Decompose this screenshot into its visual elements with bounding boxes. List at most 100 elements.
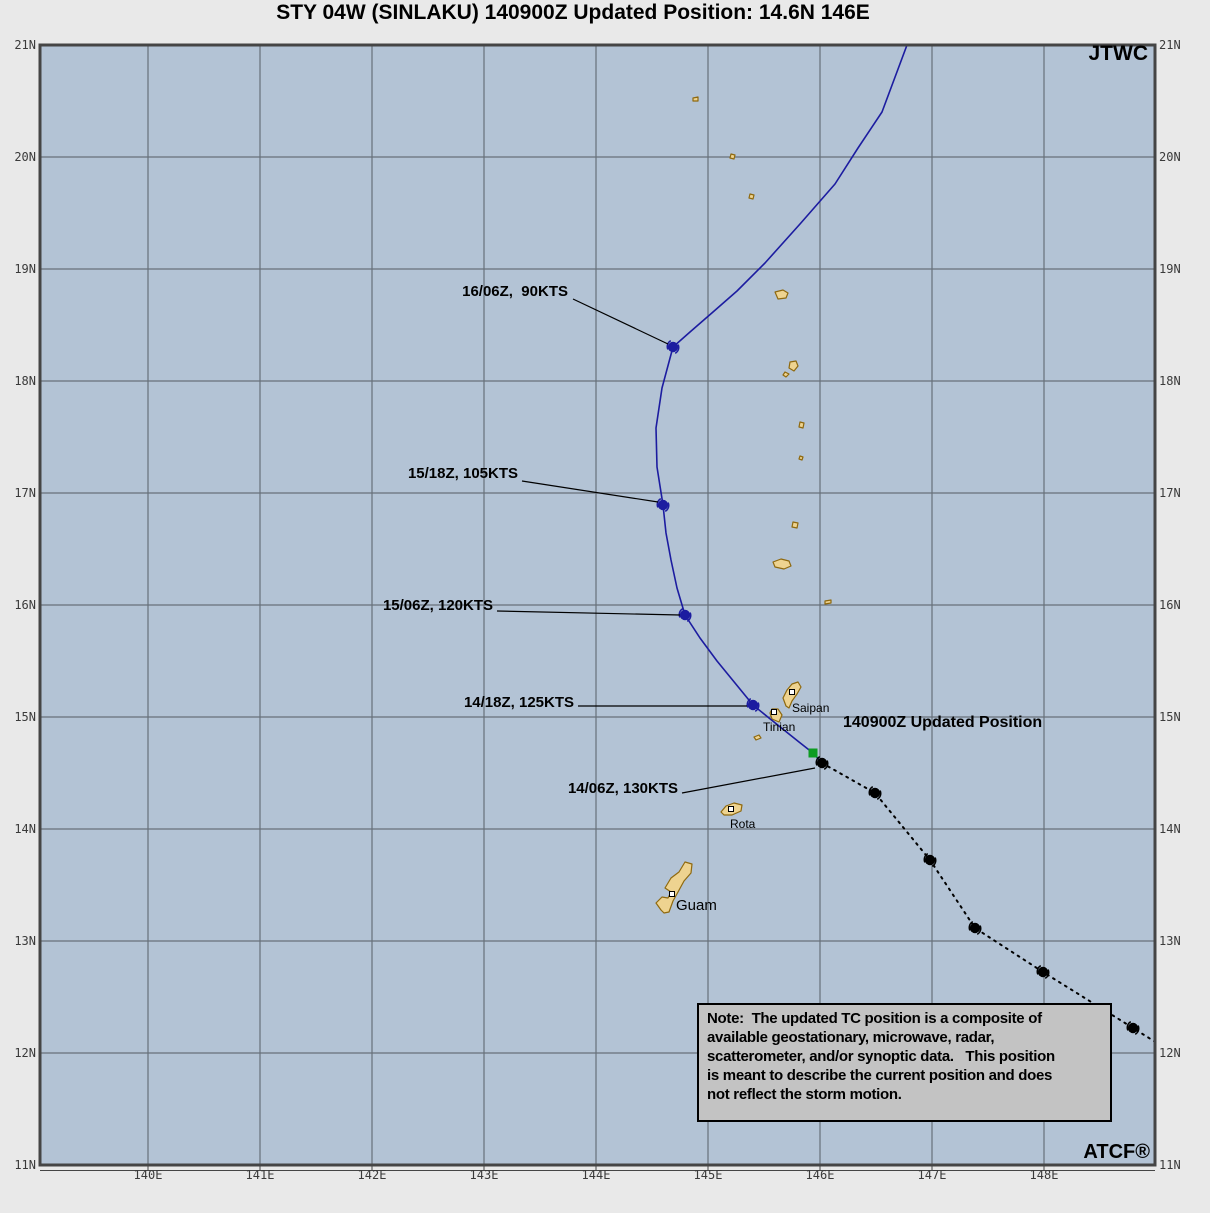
forecast-point-symbol xyxy=(746,698,760,712)
lon-tick-label: 142E xyxy=(357,1168,387,1182)
cyclone-arm xyxy=(1044,969,1050,979)
town-marker-saipan xyxy=(789,689,795,695)
cyclone-arm xyxy=(876,790,882,800)
cyclone-arm xyxy=(1134,1025,1140,1035)
island-alamagan xyxy=(791,521,799,529)
forecast-annotation: 14/06Z, 130KTS xyxy=(567,780,678,797)
updated-position-label: 140900Z Updated Position xyxy=(843,714,1043,731)
island-islet-4 xyxy=(824,599,832,605)
annotation-leader-line xyxy=(496,610,681,616)
island-anatahan xyxy=(774,289,789,300)
fix-point-symbol xyxy=(1036,965,1050,979)
island-label-tinian: Tinian xyxy=(763,720,796,734)
lat-tick-label-right: 12N xyxy=(1159,1046,1181,1060)
cyclone-center xyxy=(869,787,881,799)
cyclone-center xyxy=(924,854,936,866)
cyclone-center xyxy=(679,609,691,621)
lat-tick-label-right: 13N xyxy=(1159,934,1181,948)
town-marker-rota xyxy=(728,806,734,812)
cyclone-center xyxy=(969,922,981,934)
island-islet-1 xyxy=(729,153,736,160)
note-box: Note: The updated TC position is a compo… xyxy=(697,1003,1112,1122)
lat-tick-label-right: 20N xyxy=(1159,150,1181,164)
lat-tick-label-left: 20N xyxy=(14,150,36,164)
agency-label: JTWC xyxy=(1088,42,1149,65)
cyclone-arm xyxy=(674,344,680,354)
cyclone-arm xyxy=(931,857,937,867)
forecast-annotation: 14/18Z, 125KTS xyxy=(463,694,574,711)
town-marker-tinian xyxy=(771,709,777,715)
cyclone-arm xyxy=(823,760,829,770)
lon-tick-label: 145E xyxy=(693,1168,723,1182)
lat-tick-label-right: 16N xyxy=(1159,598,1181,612)
lon-tick-label: 140E xyxy=(133,1168,163,1182)
atcf-label: ATCF® xyxy=(1083,1141,1150,1163)
forecast-annotation: 15/18Z, 105KTS xyxy=(407,465,518,482)
lat-tick-label-left: 17N xyxy=(14,486,36,500)
map-border xyxy=(38,43,1157,1167)
forecast-point-symbol xyxy=(678,608,692,622)
lat-tick-label-left: 18N xyxy=(14,374,36,388)
lat-tick-label-right: 11N xyxy=(1159,1158,1181,1172)
island-sarigan xyxy=(788,360,799,372)
fix-point-symbol xyxy=(1126,1021,1140,1035)
island-farallon-de-medinilla xyxy=(692,96,699,102)
lat-tick-label-right: 21N xyxy=(1159,38,1181,52)
fix-point-symbol xyxy=(923,853,937,867)
cyclone-arm xyxy=(746,698,752,708)
fix-point-symbol xyxy=(968,921,982,935)
annotation-leader-line xyxy=(521,480,659,503)
cyclone-arm xyxy=(1126,1021,1132,1031)
annotation-leader-line xyxy=(572,298,669,345)
island-label-saipan: Saipan xyxy=(792,701,830,715)
lon-tick-label: 144E xyxy=(581,1168,611,1182)
town-marker-guam xyxy=(669,891,675,897)
lat-tick-label-right: 17N xyxy=(1159,486,1181,500)
lat-tick-label-right: 19N xyxy=(1159,262,1181,276)
cyclone-arm xyxy=(686,612,692,622)
island-sarigan-islet xyxy=(782,371,790,378)
map-content xyxy=(655,46,1154,1042)
lon-tick-label: 148E xyxy=(1029,1168,1059,1182)
forecast-annotation: 15/06Z, 120KTS xyxy=(382,597,493,614)
cyclone-arm xyxy=(868,786,874,796)
lat-tick-label-left: 11N xyxy=(14,1158,36,1172)
cyclone-center xyxy=(1127,1022,1139,1034)
current-position-marker xyxy=(808,748,818,758)
cyclone-arm xyxy=(1036,965,1042,975)
cyclone-center xyxy=(816,757,828,769)
cyclone-arm xyxy=(664,502,670,512)
lat-tick-label-left: 21N xyxy=(14,38,36,52)
island-label-guam: Guam xyxy=(676,897,717,914)
cyclone-center xyxy=(747,699,759,711)
island-islet-2 xyxy=(748,193,755,200)
cyclone-arm xyxy=(923,853,929,863)
forecast-annotation: 16/06Z, 90KTS xyxy=(462,283,568,300)
cyclone-center xyxy=(1037,966,1049,978)
lat-tick-label-right: 15N xyxy=(1159,710,1181,724)
cyclone-arm xyxy=(678,608,684,618)
lon-tick-label: 143E xyxy=(469,1168,499,1182)
page-title: STY 04W (SINLAKU) 140900Z Updated Positi… xyxy=(276,1,870,24)
cyclone-arm xyxy=(976,925,982,935)
lat-tick-label-left: 13N xyxy=(14,934,36,948)
cyclone-center xyxy=(667,341,679,353)
lon-tick-label: 141E xyxy=(245,1168,275,1182)
island-pagan xyxy=(772,558,792,570)
lon-tick-label: 146E xyxy=(805,1168,835,1182)
fix-point-symbol xyxy=(815,756,829,770)
lat-tick-label-left: 14N xyxy=(14,822,36,836)
lat-tick-label-left: 15N xyxy=(14,710,36,724)
island-aguijan xyxy=(753,734,762,741)
lat-tick-label-left: 19N xyxy=(14,262,36,276)
cyclone-arm xyxy=(968,921,974,931)
lat-tick-label-left: 16N xyxy=(14,598,36,612)
cyclone-center xyxy=(657,499,669,511)
fix-point-symbol xyxy=(868,786,882,800)
cyclone-arm xyxy=(754,702,760,712)
island-islet-3 xyxy=(798,455,804,461)
cyclone-arm xyxy=(815,756,821,766)
lon-tick-label: 147E xyxy=(917,1168,947,1182)
